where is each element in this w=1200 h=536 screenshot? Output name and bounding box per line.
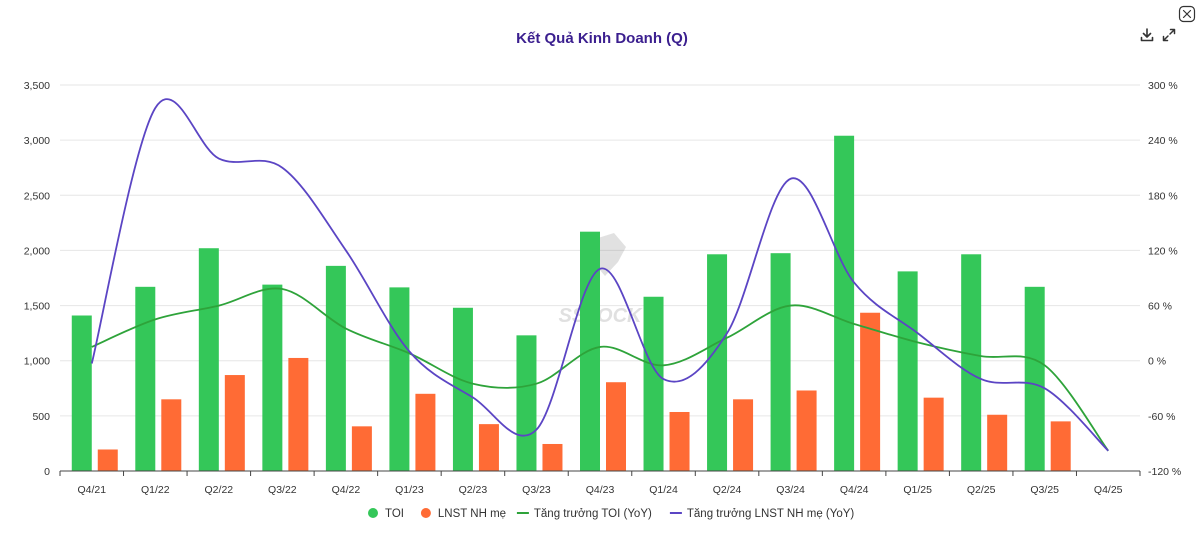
y-right-tick-label: -120 % bbox=[1148, 466, 1181, 478]
bar-toi bbox=[580, 231, 600, 471]
bar-toi bbox=[389, 287, 410, 471]
legend-label: TOI bbox=[385, 508, 404, 520]
bar-lnst-nh-mẹ bbox=[923, 397, 944, 471]
legend: TOI LNST NH mẹ Tăng trưởng TOI (YoY) Tăng t… bbox=[368, 508, 854, 520]
y-left-tick-label: 3,500 bbox=[24, 80, 50, 92]
bar-toi bbox=[1024, 286, 1045, 471]
bar-lnst-nh-mẹ bbox=[351, 426, 372, 471]
expand-button[interactable] bbox=[1159, 25, 1179, 45]
bar-lnst-nh-mẹ bbox=[669, 411, 690, 471]
y-left-tick-label: 1,000 bbox=[24, 356, 50, 368]
y-right-tick-label: 240 % bbox=[1148, 135, 1178, 147]
legend-label: Tăng trưởng TOI (YoY) bbox=[534, 508, 652, 520]
x-tick-label: Q2/25 bbox=[967, 484, 996, 496]
x-tick-label: Q2/23 bbox=[459, 484, 488, 496]
y-left-tick-label: 2,500 bbox=[24, 190, 50, 202]
y-left-tick-label: 3,000 bbox=[24, 135, 50, 147]
x-tick-label: Q4/24 bbox=[840, 484, 869, 496]
y-left-tick-label: 0 bbox=[44, 466, 50, 478]
y-left-tick-label: 1,500 bbox=[24, 301, 50, 313]
bar-lnst-nh-mẹ bbox=[415, 393, 436, 471]
bar-toi bbox=[961, 254, 982, 471]
x-tick-label: Q1/25 bbox=[903, 484, 932, 496]
corner-close-button[interactable] bbox=[1177, 4, 1197, 24]
x-tick-label: Q2/24 bbox=[713, 484, 742, 496]
x-tick-label: Q3/22 bbox=[268, 484, 297, 496]
watermark-text: SSTOCK bbox=[559, 305, 644, 327]
bar-lnst-nh-mẹ bbox=[97, 449, 118, 471]
y-right-tick-label: 60 % bbox=[1148, 301, 1172, 313]
axes-layer: 0 500 1,000 1,500 2,000 2,500 3,000 3,500 -120 %… bbox=[24, 80, 1182, 496]
x-tick-label: Q3/23 bbox=[522, 484, 551, 496]
bar-toi bbox=[516, 335, 537, 471]
chart-title: Kết Quả Kinh Doanh (Q) bbox=[516, 30, 688, 47]
legend-label: LNST NH mẹ bbox=[438, 508, 506, 520]
bar-toi bbox=[643, 296, 664, 471]
y-right-tick-label: 180 % bbox=[1148, 190, 1178, 202]
bar-toi bbox=[452, 307, 473, 471]
bar-lnst-nh-mẹ bbox=[733, 399, 754, 471]
bar-toi bbox=[770, 253, 791, 471]
x-tick-label: Q2/22 bbox=[205, 484, 234, 496]
bar-toi bbox=[71, 315, 92, 471]
y-left-tick-label: 500 bbox=[32, 411, 50, 423]
x-tick-label: Q1/24 bbox=[649, 484, 678, 496]
y-right-tick-label: 300 % bbox=[1148, 80, 1178, 92]
y-right-tick-label: 120 % bbox=[1148, 245, 1178, 257]
bar-lnst-nh-mẹ bbox=[796, 390, 817, 471]
x-tick-label: Q3/24 bbox=[776, 484, 805, 496]
bar-toi bbox=[325, 265, 346, 471]
bar-toi bbox=[198, 248, 219, 471]
y-right-tick-label: 0 % bbox=[1148, 356, 1166, 368]
lines-layer bbox=[90, 98, 1109, 452]
x-tick-label: Q4/21 bbox=[77, 484, 106, 496]
x-tick-label: Q4/25 bbox=[1094, 484, 1123, 496]
x-tick-label: Q1/22 bbox=[141, 484, 170, 496]
line-toi-growth bbox=[91, 287, 1109, 452]
bar-lnst-nh-mẹ bbox=[606, 382, 626, 471]
bar-toi bbox=[707, 254, 728, 471]
x-tick-label: Q1/23 bbox=[395, 484, 424, 496]
bar-toi bbox=[262, 284, 283, 471]
bar-lnst-nh-mẹ bbox=[224, 375, 245, 471]
watermark-logo-mark bbox=[593, 233, 626, 276]
bar-lnst-nh-mẹ bbox=[987, 414, 1008, 471]
legend-marker bbox=[368, 508, 378, 518]
bar-lnst-nh-mẹ bbox=[542, 443, 563, 471]
x-tick-label: Q3/25 bbox=[1030, 484, 1059, 496]
bar-lnst-nh-mẹ bbox=[860, 312, 881, 471]
bar-toi bbox=[897, 271, 918, 471]
y-left-tick-label: 2,000 bbox=[24, 245, 50, 257]
bar-lnst-nh-mẹ bbox=[288, 357, 309, 471]
download-button[interactable] bbox=[1137, 25, 1157, 45]
watermark-logo: SSTOCK bbox=[559, 233, 644, 327]
bar-toi bbox=[135, 286, 156, 471]
expand-icon bbox=[1162, 28, 1176, 42]
line-lnst-growth bbox=[90, 98, 1109, 452]
x-tick-label: Q4/22 bbox=[332, 484, 361, 496]
watermark: SSTOCK bbox=[559, 233, 644, 327]
legend-marker bbox=[420, 508, 431, 518]
bar-toi bbox=[834, 135, 855, 471]
bar-lnst-nh-mẹ bbox=[478, 424, 499, 471]
close-icon bbox=[1178, 5, 1196, 23]
x-tick-label: Q4/23 bbox=[586, 484, 615, 496]
y-right-tick-label: -60 % bbox=[1148, 411, 1175, 423]
bar-lnst-nh-mẹ bbox=[1050, 421, 1071, 471]
bars-layer bbox=[71, 135, 1071, 471]
download-icon bbox=[1140, 28, 1154, 42]
bar-lnst-nh-mẹ bbox=[161, 399, 182, 471]
legend-label: Tăng trưởng LNST NH mẹ (YoY) bbox=[687, 508, 855, 520]
